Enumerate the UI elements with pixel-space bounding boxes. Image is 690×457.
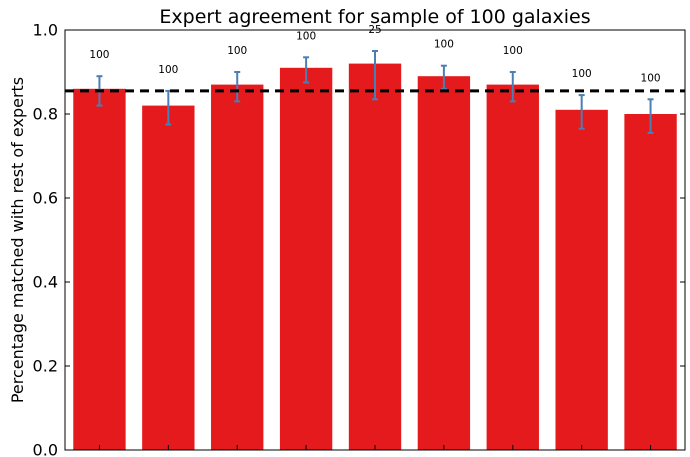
bar-count-label-1: 100 — [89, 49, 109, 61]
y-axis-label: Percentage matched with rest of experts — [8, 77, 27, 403]
bar-count-label-2: 100 — [158, 64, 178, 76]
error-bar-5 — [372, 50, 378, 101]
error-bar-4 — [303, 56, 310, 84]
error-bar-7 — [509, 71, 516, 103]
bar-7 — [486, 84, 539, 450]
chart-title: Expert agreement for sample of 100 galax… — [159, 6, 590, 28]
bar-8 — [555, 109, 608, 451]
bar-count-label-6: 100 — [434, 39, 454, 51]
bar-count-label-4: 100 — [296, 30, 316, 42]
y-tick-label-0: 0.0 — [33, 441, 58, 457]
bar-6 — [417, 76, 471, 450]
bars — [73, 63, 677, 451]
bar-2 — [142, 105, 195, 450]
y-axis-ticks: 0.0 0.2 0.4 0.6 0.8 1.0 — [33, 21, 685, 457]
error-bar-6 — [440, 64, 447, 90]
y-tick-label-5: 1.0 — [33, 21, 58, 40]
bar-4 — [279, 67, 333, 451]
bar-3 — [211, 84, 264, 450]
y-tick-label-1: 0.2 — [33, 357, 58, 376]
y-tick-label-3: 0.6 — [33, 189, 58, 208]
error-bar-8 — [578, 94, 585, 130]
bar-1 — [73, 88, 126, 451]
bar-count-label-7: 100 — [503, 45, 523, 57]
bar-count-label-8: 100 — [572, 68, 592, 80]
bar-count-label-9: 100 — [641, 72, 661, 84]
error-bar-3 — [234, 71, 241, 103]
bar-count-label-3: 100 — [227, 45, 247, 57]
error-bars — [96, 50, 654, 134]
bar-9 — [624, 114, 677, 450]
bar-5 — [348, 63, 402, 450]
error-bar-9 — [647, 98, 654, 134]
y-tick-label-2: 0.4 — [33, 273, 58, 292]
y-tick-label-4: 0.8 — [33, 105, 58, 124]
